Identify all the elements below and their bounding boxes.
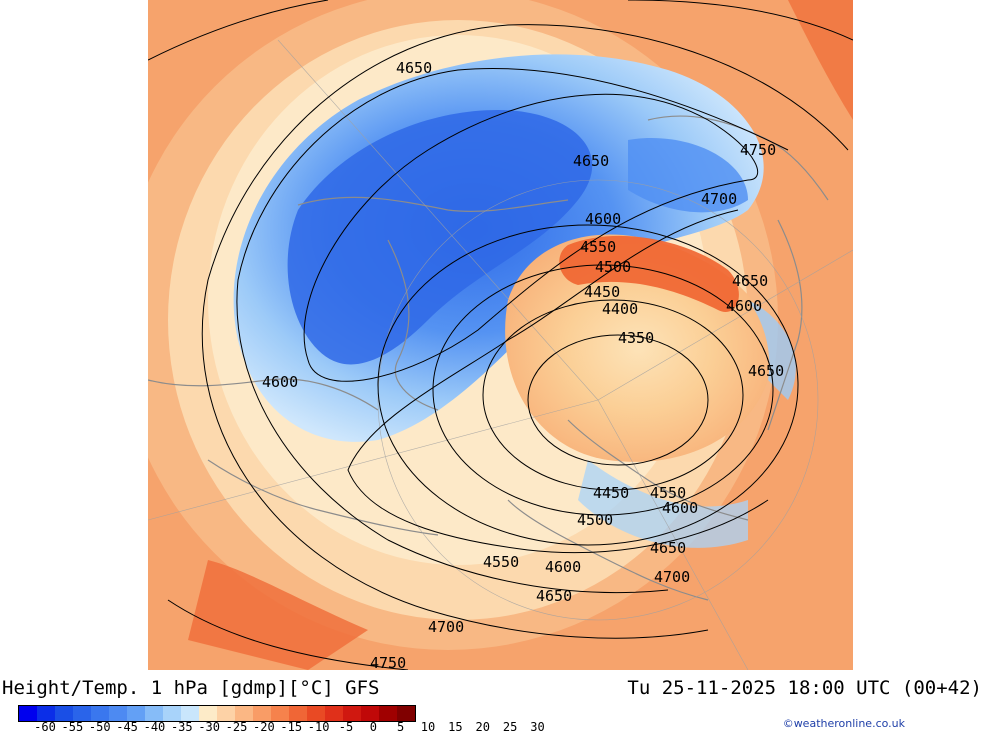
height-contours bbox=[148, 0, 853, 670]
credit-link[interactable]: ©weatheronline.co.uk bbox=[782, 717, 905, 730]
scale-swatch bbox=[19, 706, 37, 721]
scale-swatch bbox=[37, 706, 55, 721]
valid-time: Tu 25-11-2025 18:00 UTC (00+42) bbox=[627, 677, 982, 699]
color-scale bbox=[18, 705, 416, 722]
map-panel: 4650 4650 4750 4700 4600 4550 4500 4450 … bbox=[148, 0, 853, 670]
scale-label: 0 bbox=[369, 720, 377, 734]
scale-swatch bbox=[361, 706, 379, 721]
map-canvas: 4650 4650 4750 4700 4600 4550 4500 4450 … bbox=[148, 0, 853, 670]
scale-swatch bbox=[73, 706, 91, 721]
scale-label: -30 bbox=[198, 720, 220, 734]
scale-swatch bbox=[217, 706, 235, 721]
contour-label: 4550 bbox=[580, 238, 616, 256]
contour-label: 4600 bbox=[726, 297, 762, 315]
contour-label: 4600 bbox=[662, 499, 698, 517]
scale-swatch bbox=[127, 706, 145, 721]
map-title: Height/Temp. 1 hPa [gdmp][°C] GFS bbox=[2, 677, 380, 699]
contour-label: 4650 bbox=[732, 272, 768, 290]
scale-swatch bbox=[397, 706, 415, 721]
contour-label: 4500 bbox=[577, 511, 613, 529]
scale-swatch bbox=[271, 706, 289, 721]
scale-label: 30 bbox=[530, 720, 545, 734]
contour-label: 4600 bbox=[585, 210, 621, 228]
graticule bbox=[148, 39, 853, 670]
contour-label: 4450 bbox=[593, 484, 629, 502]
scale-label: -20 bbox=[253, 720, 275, 734]
contour-label: 4400 bbox=[602, 300, 638, 318]
contour-label: 4350 bbox=[618, 329, 654, 347]
contour-label: 4600 bbox=[262, 373, 298, 391]
scale-swatch bbox=[343, 706, 361, 721]
cold-lobe-east bbox=[628, 138, 748, 213]
scale-swatch bbox=[235, 706, 253, 721]
contour-label: 4700 bbox=[701, 190, 737, 208]
scale-label: 5 bbox=[397, 720, 405, 734]
scale-label: 25 bbox=[502, 720, 518, 734]
contour-label: 4700 bbox=[428, 618, 464, 636]
scale-swatch bbox=[55, 706, 73, 721]
scale-swatch bbox=[325, 706, 343, 721]
contour-label: 4650 bbox=[748, 362, 784, 380]
contour-label: 4700 bbox=[654, 568, 690, 586]
scale-swatch bbox=[163, 706, 181, 721]
cold-core bbox=[287, 110, 593, 365]
scale-label: -15 bbox=[280, 720, 303, 734]
warm-jet-band bbox=[559, 235, 739, 312]
contour-label: 4650 bbox=[573, 152, 609, 170]
contour-label: 4750 bbox=[370, 654, 406, 670]
contour-labels: 4650 4650 4750 4700 4600 4550 4500 4450 … bbox=[262, 59, 784, 670]
cold-ring-east bbox=[748, 300, 796, 400]
contour-label: 4550 bbox=[650, 484, 686, 502]
contour-label: 4550 bbox=[483, 553, 519, 571]
warm-anomaly-northeast bbox=[788, 0, 853, 120]
scale-swatch bbox=[91, 706, 109, 721]
warm-anomaly-southwest bbox=[188, 560, 368, 670]
contour-label: 4450 bbox=[584, 283, 620, 301]
scale-label: -50 bbox=[88, 720, 111, 734]
scale-swatch bbox=[199, 706, 217, 721]
scale-label: -5 bbox=[338, 720, 354, 734]
scale-swatch bbox=[145, 706, 163, 721]
scale-label: -55 bbox=[61, 720, 84, 734]
scale-swatch bbox=[379, 706, 397, 721]
scale-label: 15 bbox=[448, 720, 463, 734]
scale-swatch bbox=[307, 706, 325, 721]
scale-label: 20 bbox=[475, 720, 490, 734]
scale-swatch bbox=[109, 706, 127, 721]
scale-label: -35 bbox=[170, 720, 193, 734]
scale-label: -10 bbox=[307, 720, 330, 734]
contour-label: 4650 bbox=[536, 587, 572, 605]
scale-label: 10 bbox=[420, 720, 436, 734]
cold-ring-south bbox=[578, 460, 748, 548]
scale-label: -45 bbox=[116, 720, 138, 734]
scale-swatch bbox=[253, 706, 271, 721]
contour-label: 4650 bbox=[650, 539, 686, 557]
scale-swatch bbox=[289, 706, 307, 721]
color-scale-labels: -60 -55 -50 -45 -40 -35 -30 -25 -20 -15 -10 -5 0 5 10 1… bbox=[18, 720, 564, 734]
scale-label: -25 bbox=[225, 720, 248, 734]
scale-label: -60 bbox=[34, 720, 56, 734]
contour-label: 4500 bbox=[595, 258, 631, 276]
contour-label: 4600 bbox=[545, 558, 581, 576]
scale-swatch bbox=[181, 706, 199, 721]
scale-label: -40 bbox=[143, 720, 166, 734]
contour-label: 4750 bbox=[740, 141, 776, 159]
contour-label: 4650 bbox=[396, 59, 432, 77]
